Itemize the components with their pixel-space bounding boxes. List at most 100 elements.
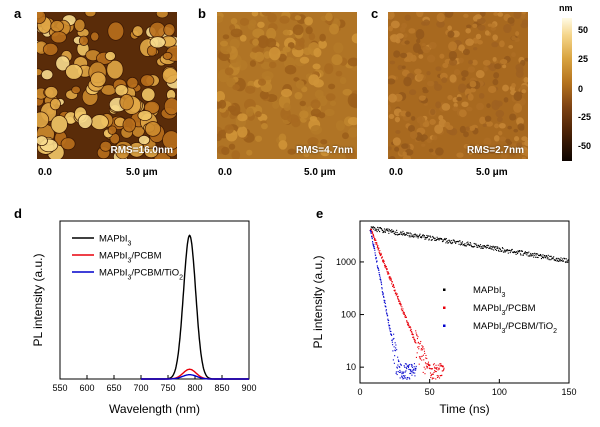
afm-grain bbox=[491, 41, 499, 48]
afm-grain bbox=[524, 140, 528, 147]
data-point bbox=[392, 283, 394, 286]
afm-grain bbox=[351, 33, 357, 44]
afm-grain bbox=[224, 124, 234, 134]
data-point bbox=[388, 228, 390, 230]
legend-label: MAPbI3/PCBM bbox=[473, 303, 536, 317]
data-point bbox=[386, 312, 388, 314]
data-point bbox=[381, 288, 383, 290]
data-point bbox=[372, 243, 374, 245]
afm-grain bbox=[447, 95, 453, 100]
afm-grain bbox=[90, 31, 100, 42]
data-point bbox=[531, 255, 533, 257]
data-point bbox=[387, 318, 389, 320]
panel-letter-a: a bbox=[14, 6, 22, 21]
data-point bbox=[441, 374, 443, 376]
afm-grain bbox=[492, 56, 497, 62]
data-point bbox=[467, 241, 469, 243]
data-point bbox=[415, 330, 417, 332]
data-point bbox=[402, 371, 404, 373]
data-point bbox=[415, 356, 418, 358]
afm-grain bbox=[310, 124, 322, 135]
afm-grain bbox=[461, 70, 469, 78]
data-point bbox=[415, 332, 417, 334]
data-point bbox=[381, 257, 383, 259]
afm-grain bbox=[467, 66, 476, 73]
data-point bbox=[386, 313, 388, 315]
data-point bbox=[398, 299, 400, 301]
data-point bbox=[404, 314, 406, 317]
data-point bbox=[376, 247, 378, 249]
afm-grain bbox=[388, 12, 395, 20]
data-point bbox=[397, 298, 399, 300]
data-point bbox=[375, 257, 377, 259]
data-point bbox=[384, 265, 386, 267]
data-point bbox=[390, 279, 392, 281]
data-point bbox=[409, 372, 411, 375]
data-point bbox=[372, 242, 374, 244]
data-point bbox=[402, 375, 404, 377]
data-point bbox=[393, 362, 395, 364]
data-point bbox=[436, 366, 438, 369]
afm-grain bbox=[149, 36, 166, 49]
data-point bbox=[422, 234, 425, 236]
afm-grain bbox=[466, 24, 472, 29]
afm-grain bbox=[155, 12, 169, 19]
data-point bbox=[404, 375, 406, 377]
x-tick-label: 650 bbox=[106, 383, 121, 393]
data-point bbox=[401, 234, 404, 236]
data-point bbox=[381, 256, 383, 259]
afm-grain bbox=[328, 83, 336, 90]
afm-grain bbox=[463, 13, 469, 18]
data-point bbox=[402, 312, 404, 314]
afm-grain bbox=[494, 63, 502, 70]
afm-grain bbox=[431, 135, 438, 141]
data-point bbox=[376, 231, 378, 233]
data-point bbox=[527, 255, 529, 257]
data-point bbox=[527, 252, 529, 254]
data-point bbox=[405, 367, 407, 369]
afm-grain bbox=[426, 70, 431, 76]
afm-grain bbox=[251, 47, 260, 53]
data-point bbox=[566, 261, 568, 263]
data-point bbox=[381, 229, 384, 232]
data-point bbox=[398, 300, 400, 302]
afm-grain bbox=[498, 122, 506, 129]
data-point bbox=[405, 377, 407, 379]
afm-grain bbox=[484, 30, 490, 36]
data-point bbox=[468, 244, 470, 246]
data-point bbox=[429, 364, 431, 366]
data-point bbox=[494, 247, 496, 249]
data-point bbox=[419, 234, 421, 236]
data-point bbox=[404, 363, 406, 365]
x-axis-label: Wavelength (nm) bbox=[109, 402, 200, 416]
data-point bbox=[433, 363, 435, 365]
data-point bbox=[403, 371, 405, 373]
data-point bbox=[409, 368, 411, 371]
data-point bbox=[406, 365, 408, 367]
data-point bbox=[560, 257, 562, 259]
data-point bbox=[389, 279, 391, 281]
data-point bbox=[403, 313, 405, 315]
data-point bbox=[406, 378, 408, 380]
afm-grain bbox=[479, 116, 486, 125]
data-point bbox=[482, 247, 484, 249]
data-point bbox=[533, 254, 535, 257]
data-point bbox=[389, 329, 391, 331]
data-point bbox=[437, 376, 439, 378]
afm-grain bbox=[305, 26, 313, 35]
data-point bbox=[504, 251, 506, 253]
data-point bbox=[463, 243, 465, 246]
afm-grain bbox=[313, 47, 322, 58]
data-point bbox=[433, 377, 435, 379]
data-point bbox=[542, 257, 544, 259]
afm-grain bbox=[499, 40, 505, 48]
afm-grain bbox=[319, 33, 326, 42]
data-point bbox=[492, 245, 494, 247]
x-tick-label: 900 bbox=[241, 383, 256, 393]
data-point bbox=[385, 229, 387, 231]
scale-start-a: 0.0 bbox=[38, 167, 52, 178]
afm-grain bbox=[394, 146, 400, 152]
data-point bbox=[503, 249, 505, 251]
data-point bbox=[395, 231, 397, 233]
data-point bbox=[412, 236, 414, 238]
